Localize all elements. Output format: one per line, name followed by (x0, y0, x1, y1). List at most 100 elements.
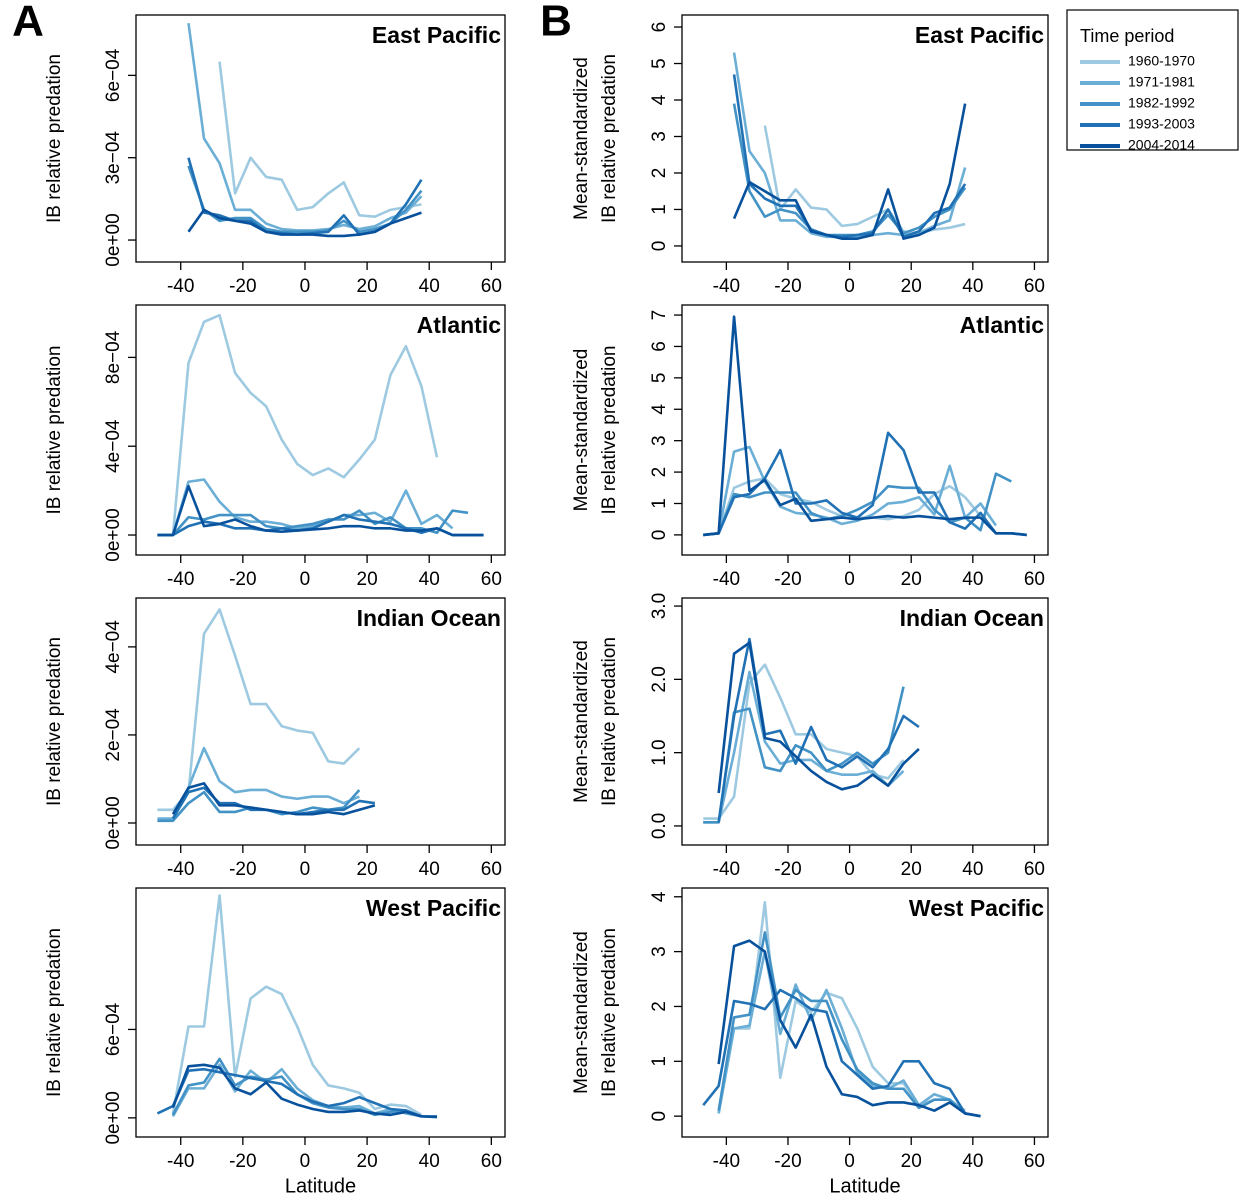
y-tick-label: 0 (649, 241, 670, 252)
series-line (703, 663, 905, 820)
x-tick-label: 20 (357, 276, 378, 297)
y-axis-title: IB relative predation (599, 346, 620, 515)
x-tick-label: -20 (774, 569, 801, 590)
x-axis-title: Latitude (829, 1175, 900, 1197)
y-axis-title: IB relative predation (44, 54, 65, 223)
y-tick-label: 6 (649, 22, 670, 33)
x-tick-label: -40 (167, 276, 194, 297)
x-tick-label: 20 (901, 276, 922, 297)
y-tick-label: 1.0 (649, 739, 670, 765)
series-line (171, 782, 376, 816)
x-tick-label: -20 (774, 276, 801, 297)
x-tick-label: 0 (844, 859, 855, 880)
x-tick-label: 60 (481, 569, 502, 590)
x-tick-label: 40 (419, 859, 440, 880)
y-tick-label: 8e−04 (103, 330, 124, 384)
series-line (171, 1063, 422, 1118)
panel: 0 1 2 3 4 5 6 7 -40 -20 0 20 40 60 Mean-standardized IB… (571, 304, 1049, 590)
x-tick-label: 0 (844, 569, 855, 590)
series-line (157, 484, 484, 537)
plot-box (681, 14, 1049, 263)
series-line (171, 313, 439, 536)
panel-title: East Pacific (915, 22, 1044, 48)
x-tick-label: 60 (481, 276, 502, 297)
series-line (171, 894, 423, 1117)
x-tick-label: 60 (1024, 276, 1045, 297)
series-line (732, 103, 967, 240)
series-line (156, 1067, 437, 1118)
x-tick-label: 20 (901, 569, 922, 590)
panel: 0 1 2 3 4 5 6 -40 -20 0 20 40 60 Mean-standardized IB … (540, 0, 1049, 297)
x-tick-label: 20 (901, 1151, 922, 1172)
y-tick-label: 0 (649, 1111, 670, 1122)
y-axis-title: Mean-standardized (571, 931, 592, 1094)
panel-title: West Pacific (366, 895, 501, 921)
panel-letter: B (540, 0, 572, 46)
y-tick-label: 0.0 (649, 813, 670, 839)
y-axis-title: IB relative predation (599, 637, 620, 806)
series-line (703, 445, 997, 537)
y-tick-label: 4 (649, 404, 670, 415)
series-line (171, 1063, 438, 1119)
x-tick-label: 40 (419, 276, 440, 297)
x-tick-label: 40 (419, 569, 440, 590)
plot-box (135, 887, 506, 1138)
y-tick-label: 0e+00 (103, 1091, 124, 1144)
x-tick-label: 60 (1024, 1151, 1045, 1172)
x-tick-label: 40 (962, 569, 983, 590)
panel-title: Indian Ocean (357, 605, 501, 631)
y-tick-label: 4 (649, 94, 670, 105)
y-tick-label: 3 (649, 131, 670, 142)
series-line (703, 315, 1027, 537)
panel-title: West Pacific (909, 895, 1044, 921)
x-tick-label: -40 (713, 569, 740, 590)
panel: 0e+00 4e−04 8e−04 -40 -20 0 20 40 60 IB relative … (44, 304, 506, 590)
y-tick-label: 6e−04 (103, 1002, 124, 1056)
y-axis-title: Mean-standardized (571, 640, 592, 803)
x-tick-label: 20 (901, 859, 922, 880)
panel-letter: A (12, 0, 44, 46)
plot-box (135, 597, 506, 846)
y-tick-label: 3 (649, 435, 670, 446)
y-axis-title: IB relative predation (44, 637, 65, 806)
x-axis-title: Latitude (285, 1175, 356, 1197)
series-line (157, 478, 454, 537)
y-axis-title: Mean-standardized (571, 349, 592, 512)
legend-label: 1960-1970 (1128, 53, 1195, 69)
plot-box (681, 597, 1049, 846)
plot-box (681, 304, 1049, 556)
y-tick-label: 5 (649, 373, 670, 384)
legend-label: 1971-1981 (1128, 74, 1195, 90)
panel-title: Indian Ocean (900, 605, 1044, 631)
series-line (717, 931, 966, 1115)
y-tick-label: 0e+00 (103, 796, 124, 849)
legend-label: 1993-2003 (1128, 116, 1195, 132)
y-axis-title: Mean-standardized (571, 57, 592, 220)
series-line (187, 208, 422, 238)
y-tick-label: 6e−04 (103, 48, 124, 102)
y-tick-label: 3e−04 (103, 131, 124, 185)
y-tick-label: 4 (649, 891, 670, 902)
y-tick-label: 4e−04 (103, 419, 124, 473)
y-tick-label: 1 (649, 204, 670, 215)
y-tick-label: 0e+00 (103, 213, 124, 266)
plot-box (681, 887, 1049, 1138)
y-axis-title: IB relative predation (44, 928, 65, 1097)
x-tick-label: 40 (962, 1151, 983, 1172)
legend-label: 2004-2014 (1128, 137, 1195, 153)
series-line (732, 103, 967, 237)
y-tick-label: 2.0 (649, 666, 670, 692)
series-line (717, 900, 966, 1114)
plot-box (135, 14, 506, 263)
x-tick-label: 40 (419, 1151, 440, 1172)
y-tick-label: 0 (649, 530, 670, 541)
x-tick-label: 0 (300, 276, 311, 297)
y-axis-title: IB relative predation (599, 928, 620, 1097)
y-tick-label: 2 (649, 168, 670, 179)
series-line (187, 157, 423, 236)
x-tick-label: 0 (300, 569, 311, 590)
series-line (218, 61, 422, 219)
x-tick-label: 40 (962, 859, 983, 880)
series-line (717, 950, 966, 1115)
panel-title: Atlantic (417, 312, 502, 338)
